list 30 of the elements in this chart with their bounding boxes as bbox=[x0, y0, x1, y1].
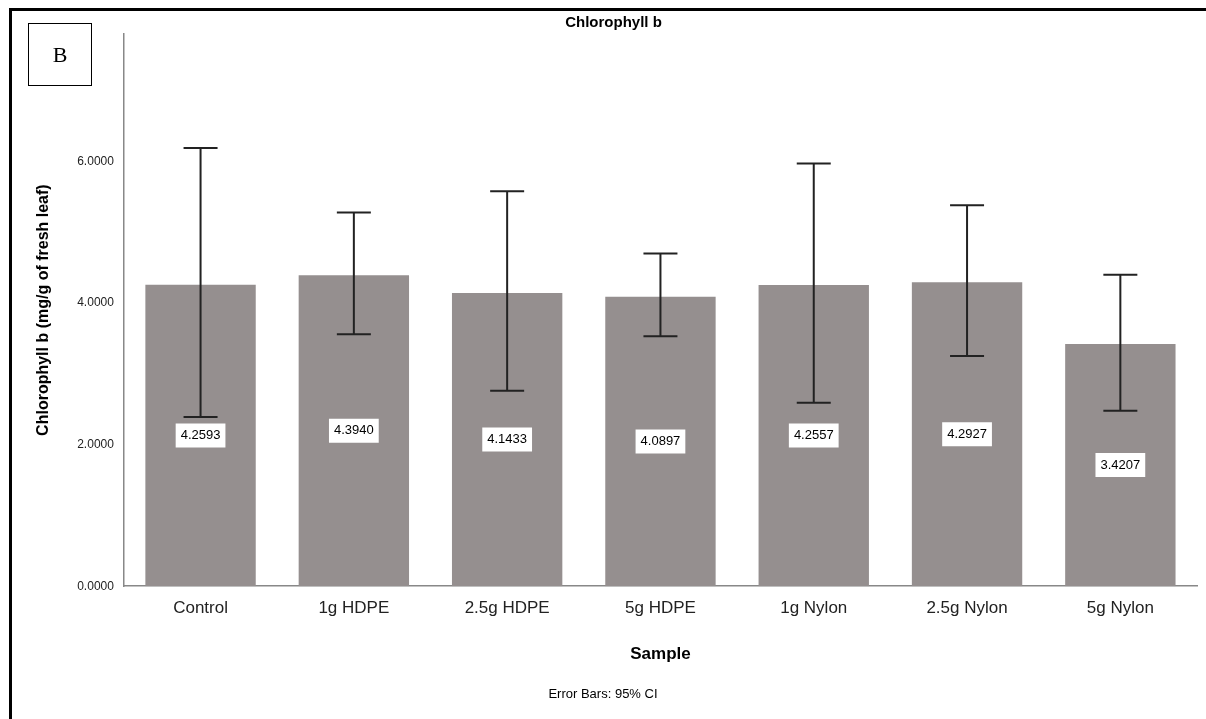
x-tick-label: 5g Nylon bbox=[1086, 598, 1154, 618]
data-label: 4.1433 bbox=[487, 431, 528, 447]
x-tick-label: 1g Nylon bbox=[780, 598, 848, 618]
bar bbox=[911, 282, 1023, 587]
data-label: 3.4207 bbox=[1100, 456, 1141, 472]
data-label: 4.0897 bbox=[640, 433, 681, 449]
x-tick-label: 2.5g HDPE bbox=[464, 598, 550, 618]
bar bbox=[298, 275, 410, 587]
bar bbox=[145, 284, 256, 587]
y-tick-label: 0.0000 bbox=[77, 578, 115, 593]
y-axis-title: Chlorophyll b (mg/g of fresh leaf) bbox=[34, 184, 52, 436]
x-tick-label: 5g HDPE bbox=[625, 598, 696, 618]
x-tick-label: 2.5g Nylon bbox=[926, 598, 1008, 618]
y-tick-label: 2.0000 bbox=[77, 436, 115, 451]
data-label: 4.2927 bbox=[947, 425, 987, 441]
y-tick-label: 4.0000 bbox=[77, 295, 115, 310]
bar bbox=[1065, 344, 1176, 587]
bar bbox=[451, 292, 563, 587]
text: Error Bars: 95% CI bbox=[547, 686, 659, 701]
x-axis-title: Sample bbox=[630, 644, 691, 664]
bar bbox=[605, 296, 716, 587]
text: B bbox=[28, 23, 92, 86]
y-tick-label: 6.0000 bbox=[77, 153, 115, 168]
x-tick-label: 1g HDPE bbox=[318, 598, 390, 618]
data-label: 4.2593 bbox=[180, 427, 221, 443]
bar bbox=[758, 284, 869, 587]
data-label: 4.2557 bbox=[793, 427, 834, 443]
chart-title: Chlorophyll b bbox=[565, 13, 662, 31]
x-tick-label: Control bbox=[173, 598, 228, 618]
data-label: 4.3940 bbox=[333, 422, 374, 438]
